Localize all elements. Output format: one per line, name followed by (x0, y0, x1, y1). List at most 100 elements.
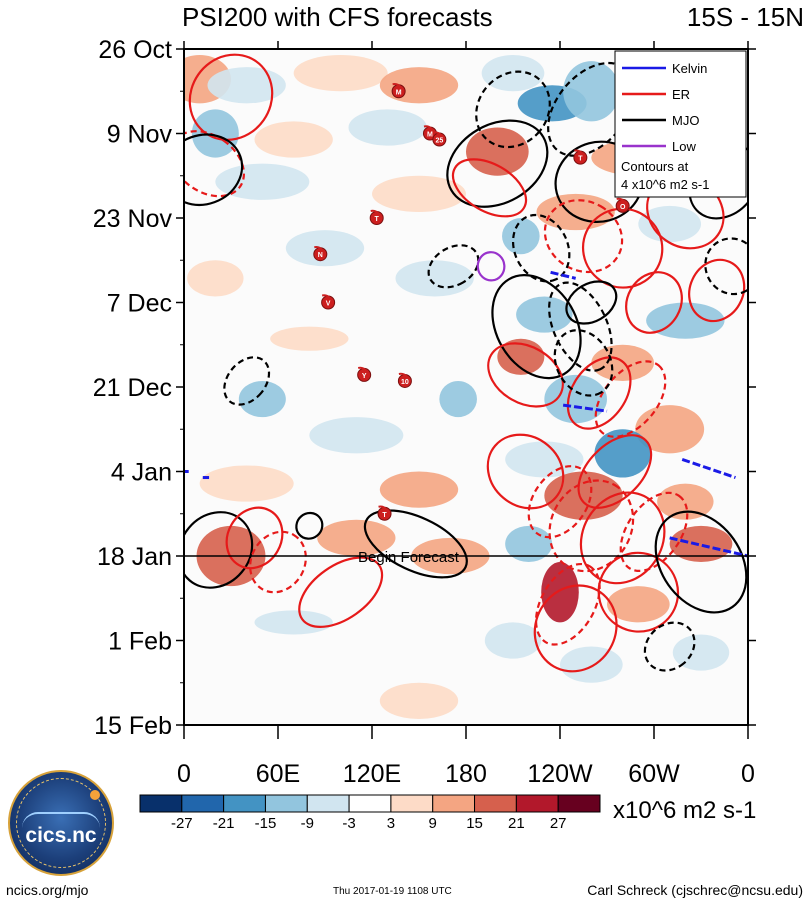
storm-label: 10 (401, 379, 409, 386)
storm-tail-icon (357, 366, 367, 372)
footer-author: Carl Schreck (cjschrec@ncsu.edu) (587, 882, 803, 898)
colorbar-label: 21 (508, 815, 525, 832)
storm-label: V (326, 301, 331, 308)
colorbar-label: 3 (387, 815, 395, 832)
anomaly-patch (560, 646, 623, 683)
y-tick-label: 7 Dec (107, 290, 172, 318)
er-contour (534, 562, 601, 646)
legend: Kelvin ER MJO Low Contours at 4 x10^6 m2 s-… (614, 50, 747, 198)
colorbar-swatch (557, 794, 601, 813)
x-tick-label: 0 (741, 760, 755, 788)
colorbar-label: -9 (301, 815, 314, 832)
mjo-contour (427, 244, 480, 289)
er-contour (625, 271, 683, 334)
logo-ring (16, 778, 106, 868)
mjo-contour (704, 237, 748, 296)
logo-text: cics.nc (25, 824, 97, 847)
er-contour (225, 506, 284, 570)
anomaly-patch (466, 127, 529, 176)
storm-marker: Y (357, 366, 372, 382)
anomaly-patch (254, 121, 333, 158)
anomaly-patch (191, 109, 239, 158)
storm-marker: T (369, 209, 384, 225)
mjo-contour (565, 280, 618, 325)
anomaly-patch (254, 610, 333, 635)
storm-marker: N (313, 246, 328, 262)
anomaly-patch (293, 55, 388, 92)
x-tick-label: 120E (343, 760, 401, 788)
kelvin-segment (669, 536, 748, 558)
logo-sun-icon (90, 790, 100, 800)
er-contour (619, 491, 689, 572)
anomaly-patch (439, 380, 477, 418)
colorbar-label: 9 (429, 815, 437, 832)
er-contour (543, 199, 624, 274)
er-contour (298, 556, 384, 628)
anomaly-patch (536, 193, 615, 231)
anomaly-patch (481, 55, 545, 92)
storm-label: 25 (435, 138, 443, 145)
anomaly-patch (669, 525, 733, 563)
storm-marker: T (377, 505, 392, 521)
colorbar-swatch (432, 794, 476, 813)
storm-tail-icon (378, 505, 388, 511)
colorbar-swatch (390, 794, 434, 813)
storm-tail-icon (370, 209, 380, 215)
colorbar-swatch (306, 794, 350, 813)
storm-tail-icon (433, 131, 443, 137)
colorbar-swatch (348, 794, 392, 813)
anomaly-patch (502, 218, 540, 255)
kelvin-segment (562, 403, 608, 413)
y-tick-label: 1 Feb (108, 628, 172, 656)
storm-tail-icon (574, 149, 584, 155)
storm-label: T (382, 512, 387, 519)
er-contour (548, 479, 635, 573)
storm-tail-icon (392, 83, 402, 88)
anomaly-patch (379, 682, 459, 719)
storm-label: T (375, 216, 380, 223)
storm-marker: T (573, 149, 588, 165)
y-tick-label: 4 Jan (111, 459, 172, 487)
colorbar-swatch (515, 794, 559, 813)
storm-tail-icon (321, 294, 331, 300)
storm-tail-icon (314, 246, 324, 251)
anomaly-patch (672, 634, 730, 671)
er-contour (249, 530, 307, 594)
mjo-contour (654, 510, 748, 614)
kelvin-segment (550, 270, 577, 280)
x-tick-label: 60W (628, 760, 680, 788)
anomaly-patch (270, 326, 349, 351)
mjo-contour (446, 119, 549, 208)
colorbar-swatch (474, 794, 517, 813)
storm-label: N (318, 252, 323, 259)
anomaly-patch (541, 562, 579, 623)
colorbar-label: -3 (342, 815, 355, 832)
storm-label: Y (362, 373, 367, 380)
colorbar-swatch (223, 794, 266, 813)
er-contour (688, 258, 746, 323)
anomaly-patch (646, 302, 725, 339)
footer-website: ncics.org/mjo (6, 882, 89, 898)
colorbar-swatch (264, 794, 308, 813)
kelvin-layer (184, 270, 748, 558)
footer-timestamp: Thu 2017-01-19 1108 UTC (333, 886, 452, 897)
y-tick-label: 21 Dec (93, 374, 172, 402)
anomaly-patch (505, 441, 584, 478)
anomaly-patch (635, 405, 705, 454)
er-contour (577, 434, 653, 509)
legend-label-kelvin: Kelvin (672, 61, 707, 76)
mjo-contour (295, 511, 324, 540)
colorbar-label: -15 (255, 815, 277, 832)
colorbar-label: 15 (466, 815, 483, 832)
y-tick-label: 23 Nov (93, 205, 173, 233)
y-tick-label: 18 Jan (97, 543, 172, 571)
er-contour (597, 551, 680, 633)
low-contour (476, 251, 506, 282)
mjo-contour (184, 133, 244, 206)
y-tick-label: 15 Feb (94, 712, 172, 740)
y-axis: 26 Oct 9 Nov 23 Nov 7 Dec 21 Dec 4 Jan 18 Jan 1… (93, 36, 756, 740)
y-tick-label: 9 Nov (107, 121, 173, 149)
storm-label: O (620, 204, 626, 211)
storm-marker: V (321, 294, 336, 310)
